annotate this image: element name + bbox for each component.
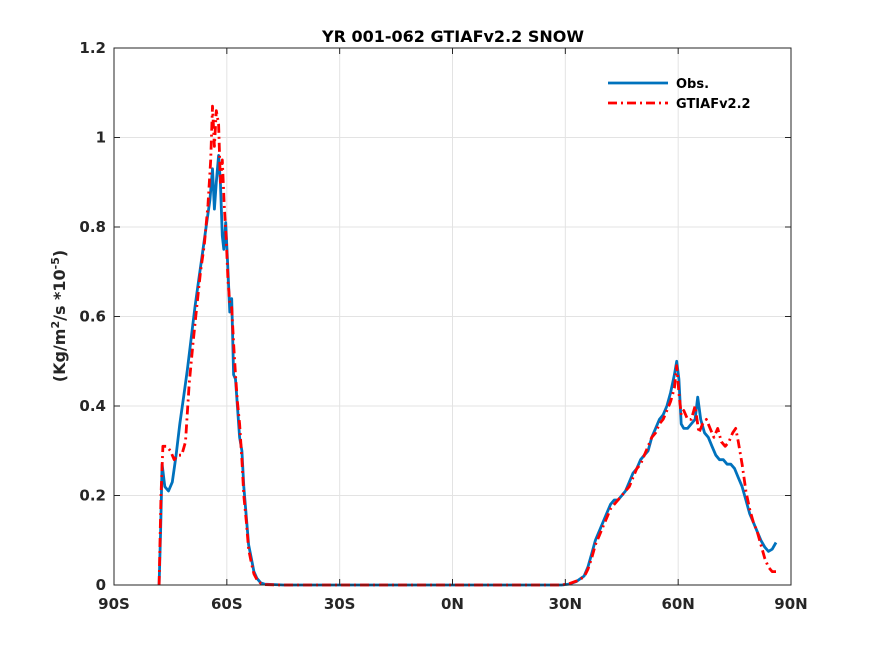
y-tick-label-1: 0.2 <box>79 487 106 505</box>
y-tick-label-2: 0.4 <box>79 397 106 415</box>
x-tick-label-2: 30S <box>324 595 356 613</box>
series-layer <box>157 104 778 587</box>
x-tick-label-5: 60N <box>661 595 694 613</box>
y-axis-ticks: 0 0.2 0.4 0.6 0.8 1 1.2 <box>79 39 791 594</box>
x-tick-label-0: 90S <box>98 595 130 613</box>
y-tick-label-3: 0.6 <box>79 308 106 326</box>
series-line-gtiaf <box>157 104 776 587</box>
y-axis-label-sup-2: -5 <box>49 257 62 269</box>
x-tick-label-4: 30N <box>549 595 582 613</box>
x-tick-label-1: 60S <box>211 595 243 613</box>
chart-title: YR 001-062 GTIAFv2.2 SNOW <box>321 27 584 46</box>
y-tick-label-6: 1.2 <box>79 39 106 57</box>
y-axis-label-part-c: ) <box>50 250 69 257</box>
x-tick-label-3: 0N <box>441 595 464 613</box>
y-axis-label-part-a: (Kg/m <box>50 329 69 383</box>
series-line-obs <box>157 154 778 587</box>
y-axis-label-sup-1: 2 <box>49 321 62 329</box>
y-tick-label-4: 0.8 <box>79 218 106 236</box>
legend: Obs. GTIAFv2.2 <box>608 77 751 112</box>
x-axis-ticks: 90S 60S 30S 0N 30N 60N 90N <box>98 48 808 613</box>
y-axis-label-part-b: /s *10 <box>50 269 69 321</box>
legend-label-gtiaf: GTIAFv2.2 <box>676 97 751 112</box>
y-tick-label-0: 0 <box>96 576 106 594</box>
x-tick-label-6: 90N <box>774 595 807 613</box>
y-tick-label-5: 1 <box>96 129 106 147</box>
y-axis-label: (Kg/m2/s *10-5) <box>49 250 70 382</box>
legend-label-obs: Obs. <box>676 77 709 92</box>
